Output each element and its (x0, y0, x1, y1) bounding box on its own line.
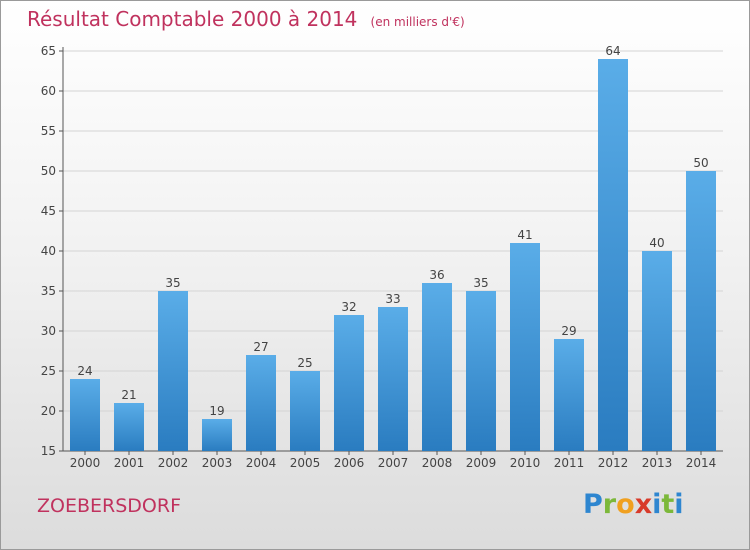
data-label: 21 (121, 388, 136, 402)
data-label: 24 (77, 364, 92, 378)
x-tick-label: 2008 (422, 456, 453, 470)
y-tick-label: 55 (41, 124, 56, 138)
y-tick-label: 60 (41, 84, 56, 98)
data-label: 19 (209, 404, 224, 418)
x-tick-label: 2010 (510, 456, 541, 470)
data-label: 50 (693, 156, 708, 170)
x-tick-label: 2005 (290, 456, 321, 470)
bar (334, 315, 364, 451)
bar (202, 419, 232, 451)
chart-subtitle: (en milliers d'€) (370, 15, 465, 29)
data-label: 25 (297, 356, 312, 370)
title-block: Résultat Comptable 2000 à 2014 (en milli… (27, 7, 465, 31)
bar (466, 291, 496, 451)
y-tick-label: 45 (41, 204, 56, 218)
data-label: 29 (561, 324, 576, 338)
data-label: 35 (165, 276, 180, 290)
proxiti-logo: Proxiti (583, 489, 684, 520)
bar (290, 371, 320, 451)
bar (642, 251, 672, 451)
chart-title: Résultat Comptable 2000 à 2014 (27, 7, 358, 31)
y-tick-label: 25 (41, 364, 56, 378)
x-tick-label: 2001 (114, 456, 145, 470)
x-tick-label: 2012 (598, 456, 629, 470)
bar (246, 355, 276, 451)
bar (686, 171, 716, 451)
y-tick-label: 35 (41, 284, 56, 298)
bar (114, 403, 144, 451)
data-label: 32 (341, 300, 356, 314)
x-tick-label: 2000 (70, 456, 101, 470)
x-tick-label: 2002 (158, 456, 189, 470)
data-label: 40 (649, 236, 664, 250)
data-label: 64 (605, 44, 620, 58)
y-tick-label: 50 (41, 164, 56, 178)
data-label: 36 (429, 268, 444, 282)
data-label: 33 (385, 292, 400, 306)
y-tick-label: 65 (41, 44, 56, 58)
x-tick-label: 2011 (554, 456, 585, 470)
bar (422, 283, 452, 451)
bar (554, 339, 584, 451)
x-tick-label: 2013 (642, 456, 673, 470)
data-label: 35 (473, 276, 488, 290)
x-tick-label: 2004 (246, 456, 277, 470)
data-label: 41 (517, 228, 532, 242)
commune-name: ZOEBERSDORF (37, 495, 181, 517)
x-tick-label: 2007 (378, 456, 409, 470)
bar (598, 59, 628, 451)
bar (158, 291, 188, 451)
y-tick-label: 15 (41, 444, 56, 458)
y-tick-label: 40 (41, 244, 56, 258)
data-labels: 24 21 35 19 27 25 32 33 36 35 41 29 64 40 50 (77, 44, 708, 418)
x-tick-label: 2009 (466, 456, 497, 470)
data-label: 27 (253, 340, 268, 354)
bar (70, 379, 100, 451)
x-tick-label: 2014 (686, 456, 717, 470)
x-tick-label: 2003 (202, 456, 233, 470)
x-tick-label: 2006 (334, 456, 365, 470)
bar (378, 307, 408, 451)
y-tick-label: 30 (41, 324, 56, 338)
y-tick-label: 20 (41, 404, 56, 418)
bar (510, 243, 540, 451)
bars (70, 59, 716, 451)
